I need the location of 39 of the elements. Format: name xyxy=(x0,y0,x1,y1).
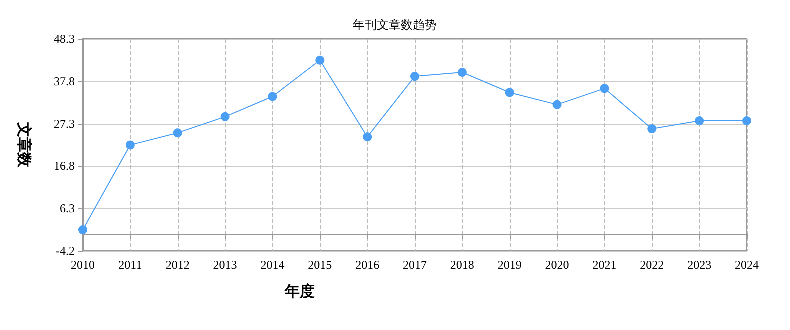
x-tick-label: 2017 xyxy=(403,258,427,272)
x-tick-label: 2023 xyxy=(688,258,712,272)
point xyxy=(458,68,467,78)
point xyxy=(695,116,704,126)
x-tick-label: 2011 xyxy=(118,258,142,272)
point xyxy=(316,56,325,65)
point xyxy=(268,92,278,102)
y-tick-label: 27.3 xyxy=(54,116,75,131)
x-tick-label: 2014 xyxy=(260,258,285,272)
point xyxy=(742,116,752,126)
point xyxy=(648,124,657,134)
point xyxy=(173,128,182,138)
x-tick-label: 2022 xyxy=(640,258,664,272)
chart-title: 年刊文章数趋势 xyxy=(353,18,437,32)
x-tick-label: 2015 xyxy=(308,258,332,272)
x-tick-label: 2024 xyxy=(735,258,759,272)
x-tick-label: 2021 xyxy=(592,258,617,272)
x-tick-label: 2012 xyxy=(166,258,190,272)
point xyxy=(410,72,420,82)
x-tick-label: 2018 xyxy=(450,258,474,272)
point xyxy=(78,226,88,234)
x-axis-title: 年度 xyxy=(284,282,315,300)
x-tick-label: 2016 xyxy=(356,258,380,272)
y-tick-label: 6.3 xyxy=(60,202,75,216)
point xyxy=(220,112,230,122)
point xyxy=(600,84,610,94)
y-tick-label: 37.8 xyxy=(54,74,75,88)
y-tick-label: 48.3 xyxy=(54,32,75,46)
y-tick-label: 16.8 xyxy=(54,159,75,174)
x-tick-label: 2013 xyxy=(213,258,238,272)
x-tick-label: 2020 xyxy=(545,258,570,272)
x-tick-label: 2010 xyxy=(71,258,95,272)
point xyxy=(552,100,562,110)
point xyxy=(363,132,372,142)
y-tick-label: -4.2 xyxy=(56,244,75,258)
point xyxy=(505,88,514,98)
x-tick-label: 2019 xyxy=(498,258,522,272)
y-axis-title: 文章数 xyxy=(16,122,34,168)
point xyxy=(126,140,135,150)
